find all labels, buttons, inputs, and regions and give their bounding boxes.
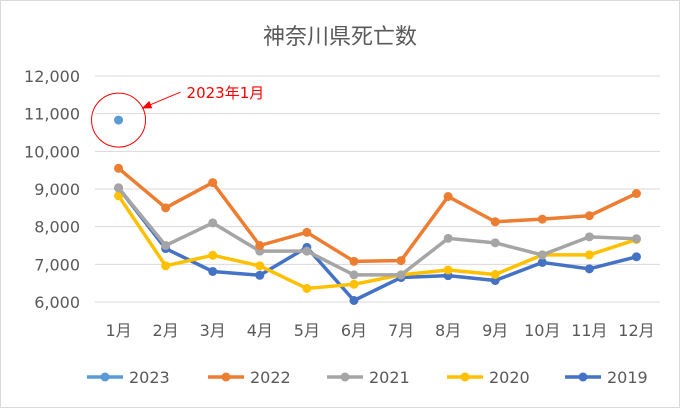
data-point-2020 (302, 283, 312, 293)
data-point-2022 (161, 203, 171, 213)
series-line-2022 (116, 166, 639, 264)
data-point-2019 (208, 266, 218, 276)
data-point-2020 (584, 250, 594, 260)
x-tick-label: 5月 (294, 321, 320, 340)
data-point-2022 (490, 217, 500, 227)
legend-marker (100, 372, 110, 382)
series-2023 (114, 115, 124, 125)
legend-label: 2023 (129, 368, 170, 387)
data-point-2022 (537, 214, 547, 224)
series-group (114, 115, 641, 305)
series-line-2020 (116, 194, 639, 291)
legend-label: 2019 (607, 368, 648, 387)
y-tick-label: 7,000 (34, 255, 80, 274)
y-tick-label: 9,000 (34, 180, 80, 199)
series-line-2019 (116, 186, 639, 303)
y-tick-label: 12,000 (24, 67, 80, 86)
legend-label: 2020 (489, 368, 530, 387)
x-tick-label: 4月 (247, 321, 273, 340)
data-point-2021 (161, 241, 171, 250)
data-point-2022 (114, 163, 124, 173)
legend-marker (460, 372, 470, 382)
data-point-2021 (114, 183, 124, 193)
x-tick-label: 11月 (571, 321, 607, 340)
legend: 2023 2022 2021 2020 2019 (87, 368, 648, 387)
data-point-2021 (631, 234, 641, 244)
data-point-2021 (349, 270, 359, 280)
data-point-2019 (349, 295, 359, 305)
annotation-label: 2023年1月 (187, 84, 265, 102)
data-point-2021 (208, 218, 218, 228)
data-point-2022 (255, 241, 265, 250)
x-axis-ticks: 1月 2月 3月 4月 5月 6月 7月 8月 9月 10月 11月 12月 (105, 321, 654, 340)
legend-item-2019: 2019 (565, 368, 648, 387)
series-2020 (114, 191, 641, 293)
data-point-2022 (302, 227, 312, 237)
series-2021 (114, 183, 641, 280)
series-2019 (114, 183, 641, 305)
data-point-2020 (349, 279, 359, 289)
x-tick-label: 6月 (341, 321, 367, 340)
annotation-arrow (141, 91, 181, 109)
data-point-2019 (631, 252, 641, 262)
legend-item-2022: 2022 (208, 368, 291, 387)
x-tick-label: 10月 (524, 321, 560, 340)
annotation: 2023年1月 (91, 84, 265, 148)
data-point-2022 (443, 192, 453, 202)
legend-label: 2022 (250, 368, 291, 387)
x-tick-label: 7月 (388, 321, 414, 340)
chart-title: 神奈川県死亡数 (263, 25, 417, 50)
x-tick-label: 9月 (482, 321, 508, 340)
data-point-2020 (114, 191, 124, 201)
data-point-2020 (490, 270, 500, 280)
legend-marker (340, 372, 350, 382)
y-tick-label: 8,000 (34, 218, 80, 237)
data-point-2019 (584, 264, 594, 274)
legend-item-2023: 2023 (87, 368, 170, 387)
data-point-2020 (255, 261, 265, 271)
legend-marker (221, 372, 231, 382)
data-point-2020 (208, 250, 218, 260)
x-tick-label: 12月 (618, 321, 654, 340)
data-point-2022 (208, 178, 218, 188)
data-point-2023 (114, 115, 124, 125)
y-axis-ticks: 6,000 7,000 8,000 9,000 10,000 11,000 12,000 (24, 67, 80, 312)
data-point-2021 (490, 238, 500, 248)
x-tick-label: 2月 (153, 321, 179, 340)
data-point-2022 (349, 256, 359, 266)
x-tick-label: 3月 (200, 321, 226, 340)
series-line-2021 (116, 186, 639, 277)
series-2022 (114, 163, 641, 266)
annotation-circle (91, 92, 147, 148)
data-point-2022 (396, 256, 406, 266)
legend-label: 2021 (369, 368, 410, 387)
legend-item-2021: 2021 (327, 368, 410, 387)
x-tick-label: 1月 (105, 321, 131, 340)
data-point-2021 (537, 250, 547, 260)
y-tick-label: 10,000 (24, 142, 80, 161)
data-point-2021 (396, 270, 406, 280)
data-point-2020 (161, 261, 171, 271)
data-point-2021 (584, 232, 594, 242)
y-tick-label: 6,000 (34, 293, 80, 312)
data-point-2021 (302, 246, 312, 256)
data-point-2022 (584, 211, 594, 221)
data-point-2019 (255, 270, 265, 280)
data-point-2019 (537, 257, 547, 267)
y-tick-label: 11,000 (24, 105, 80, 124)
legend-marker (578, 372, 588, 382)
data-point-2021 (443, 233, 453, 243)
legend-item-2020: 2020 (447, 368, 530, 387)
data-point-2020 (443, 265, 453, 275)
x-tick-label: 8月 (435, 321, 461, 340)
data-point-2022 (631, 189, 641, 199)
